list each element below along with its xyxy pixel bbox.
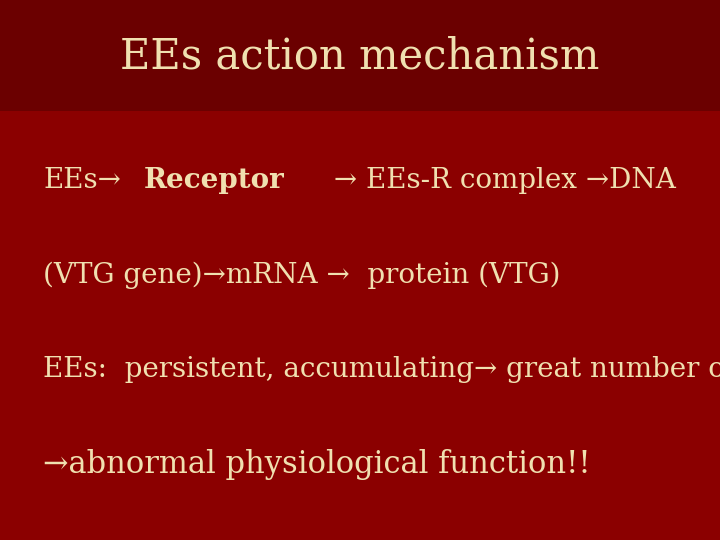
- Text: → EEs-R complex →DNA: → EEs-R complex →DNA: [325, 167, 676, 194]
- Text: EEs→: EEs→: [43, 167, 121, 194]
- Text: Receptor: Receptor: [144, 167, 284, 194]
- Text: →abnormal physiological function!!: →abnormal physiological function!!: [43, 449, 591, 480]
- Text: EEs action mechanism: EEs action mechanism: [120, 36, 600, 78]
- Bar: [0, 0, 720, 111]
- Text: (VTG gene)→mRNA →  protein (VTG): (VTG gene)→mRNA → protein (VTG): [43, 262, 561, 289]
- Text: EEs:  persistent, accumulating→ great number of: EEs: persistent, accumulating→ great num…: [43, 356, 720, 383]
